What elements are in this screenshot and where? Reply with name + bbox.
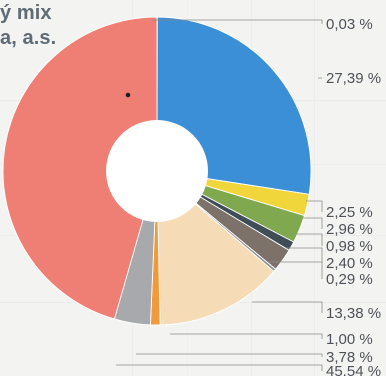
- title-line-1: ý mix: [0, 2, 52, 24]
- slice-label-11: 45,54 %: [326, 363, 381, 376]
- leader-line-9: [170, 333, 323, 339]
- slice-label-9: 1,00 %: [326, 331, 373, 348]
- title-line-2: a, a.s.: [0, 27, 57, 49]
- slice-label-5: 0,98 %: [326, 238, 373, 255]
- tiny-black-dot: [125, 92, 131, 98]
- leader-line-8: [252, 301, 323, 313]
- chart-title: ý mix a, a.s.: [0, 0, 90, 52]
- slice-label-7: 0,29 %: [326, 271, 373, 288]
- slice-label-2: 27,39 %: [326, 70, 381, 87]
- leader-line-11: [116, 364, 323, 371]
- leader-line-5: [296, 233, 323, 246]
- slice-label-4: 2,96 %: [326, 221, 373, 238]
- slice-labels: 0,03 % 27,39 % 2,25 %2,96 %0,98 %2,40 %0,2…: [326, 16, 381, 376]
- slice-label-8: 13,38 %: [326, 305, 381, 322]
- slice-label-3: 2,25 %: [326, 204, 373, 221]
- leader-line-6: [286, 247, 323, 263]
- leader-line-4: [303, 217, 323, 229]
- leader-line-3: [306, 200, 323, 212]
- slice-label-1: 0,03 %: [326, 16, 373, 33]
- leader-line-10: [136, 353, 323, 357]
- slice-label-6: 2,40 %: [326, 255, 373, 272]
- donut-center-hole: [106, 120, 208, 222]
